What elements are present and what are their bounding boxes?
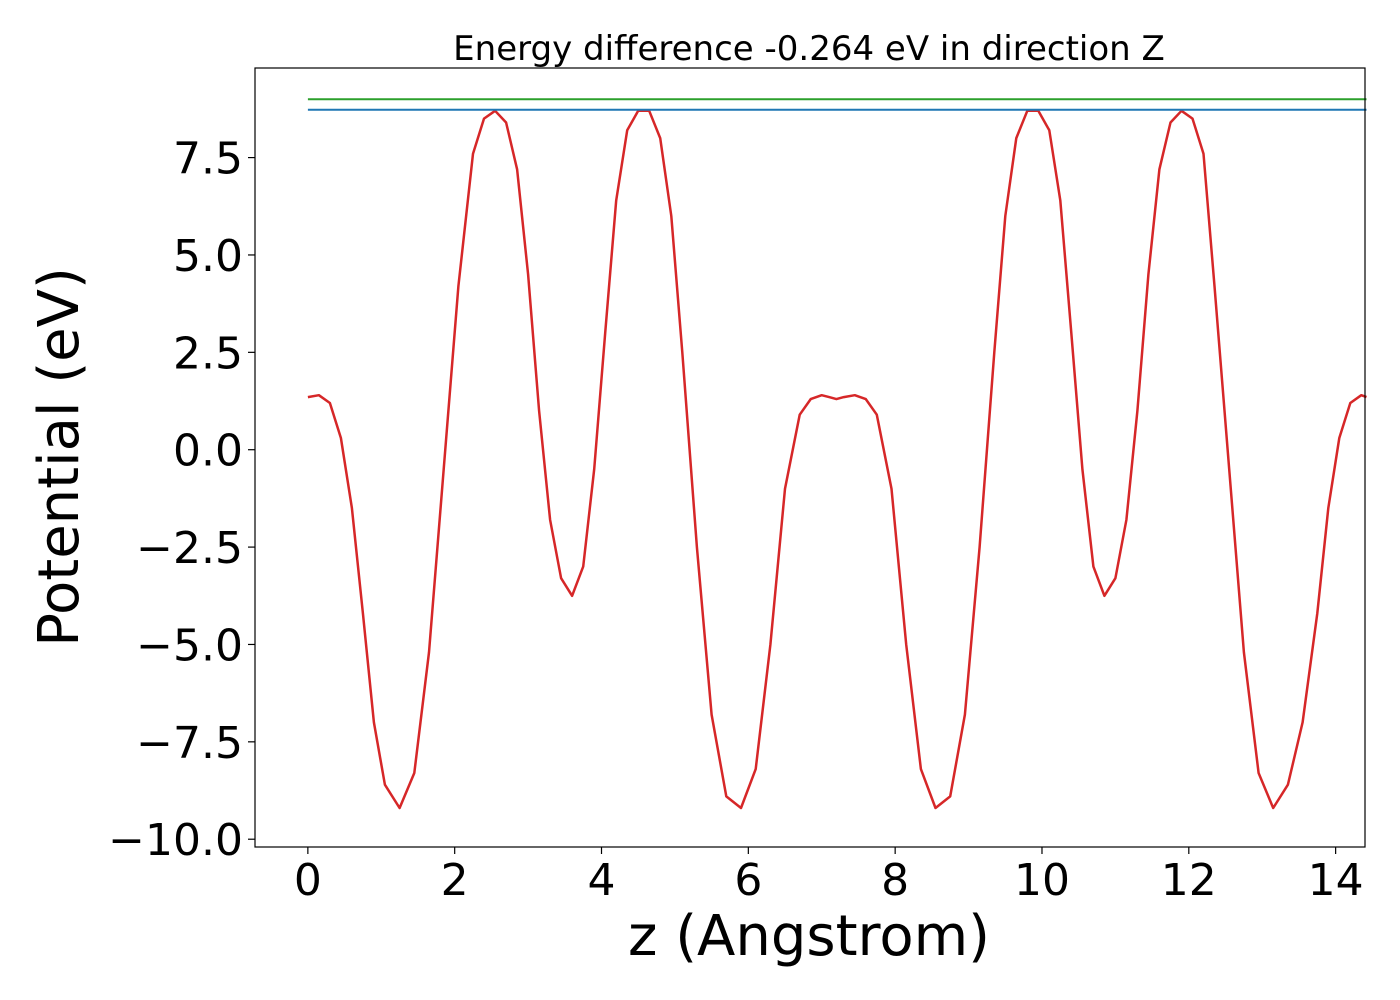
x-tick-label: 12 xyxy=(1161,855,1217,906)
x-tick-label: 8 xyxy=(881,855,909,906)
x-tick-label: 0 xyxy=(294,855,322,906)
x-axis-label: z (Angstrom) xyxy=(628,904,990,969)
y-axis-ticks: −10.0 −7.5 −5.0 −2.5 0.0 2.5 5.0 7.5 xyxy=(108,134,255,866)
y-tick-label: 7.5 xyxy=(173,134,243,185)
y-tick-label: −5.0 xyxy=(136,620,243,671)
y-tick-label: −7.5 xyxy=(136,718,243,769)
x-tick-label: 2 xyxy=(441,855,469,906)
x-axis-ticks: 0 2 4 6 8 10 12 14 xyxy=(294,847,1364,906)
y-tick-label: 2.5 xyxy=(173,328,243,379)
y-tick-label: −10.0 xyxy=(108,815,243,866)
y-tick-label: 5.0 xyxy=(173,231,243,282)
y-tick-label: 0.0 xyxy=(173,426,243,477)
x-tick-label: 10 xyxy=(1014,855,1070,906)
chart-title: Energy difference -0.264 eV in direction… xyxy=(453,29,1165,69)
x-tick-label: 4 xyxy=(588,855,616,906)
y-axis-label: Potential (eV) xyxy=(27,267,92,647)
y-tick-label: −2.5 xyxy=(136,523,243,574)
x-tick-label: 14 xyxy=(1308,855,1364,906)
series-line-0 xyxy=(307,109,1367,810)
series-layer xyxy=(307,98,1367,810)
x-tick-label: 6 xyxy=(734,855,762,906)
plot-frame xyxy=(254,67,1366,848)
